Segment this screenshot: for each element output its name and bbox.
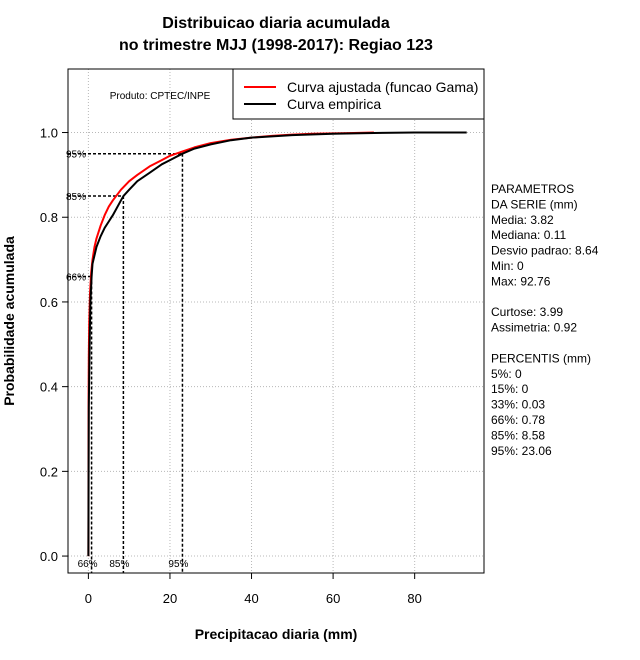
side-panel-line: PERCENTIS (mm) bbox=[491, 351, 591, 365]
side-panel-line: 15%: 0 bbox=[491, 382, 529, 396]
percentile-label-y: 85% bbox=[66, 192, 86, 203]
percentile-label-y: 66% bbox=[66, 273, 86, 284]
side-panel-line: Media: 3.82 bbox=[491, 213, 554, 227]
side-panel-line: 85%: 8.58 bbox=[491, 428, 545, 442]
side-panel-line: Max: 92.76 bbox=[491, 274, 551, 288]
y-tick-label: 0.6 bbox=[40, 295, 58, 310]
series-line-gamma-fit bbox=[87, 131, 374, 557]
x-tick-label: 80 bbox=[407, 591, 421, 606]
side-panel-line: DA SERIE (mm) bbox=[491, 197, 578, 211]
side-panel-line: Assimetria: 0.92 bbox=[491, 321, 577, 335]
percentile-guides: 66% 66% 85% 85% 95% 95% bbox=[66, 150, 189, 573]
percentile-label-x: 85% bbox=[109, 559, 129, 570]
side-panel-line: Mediana: 0.11 bbox=[491, 228, 566, 242]
legend: Curva ajustada (funcao Gama) Curva empir… bbox=[232, 68, 485, 120]
legend-label-empirical: Curva empirica bbox=[287, 96, 381, 112]
product-label: Produto: CPTEC/INPE bbox=[110, 91, 211, 102]
y-tick-label: 0.2 bbox=[40, 464, 58, 479]
legend-label-fit: Curva ajustada (funcao Gama) bbox=[287, 79, 478, 95]
side-panel-line: 33%: 0.03 bbox=[491, 398, 545, 412]
side-panel-line: Curtose: 3.99 bbox=[491, 305, 563, 319]
x-tick-label: 40 bbox=[244, 591, 258, 606]
side-panel-line: 95%: 23.06 bbox=[491, 444, 552, 458]
side-panel-line: Desvio padrao: 8.64 bbox=[491, 244, 599, 258]
x-tick-label: 0 bbox=[85, 591, 92, 606]
series-line-empirical bbox=[87, 131, 467, 557]
y-tick-label: 0.4 bbox=[40, 380, 58, 395]
side-panel-line: Min: 0 bbox=[491, 259, 524, 273]
side-panel-line: PARAMETROS bbox=[491, 182, 574, 196]
side-panel-line: 66%: 0.78 bbox=[491, 413, 545, 427]
y-tick-label: 1.0 bbox=[40, 126, 58, 141]
side-panel-line: 5%: 0 bbox=[491, 367, 522, 381]
chart-title-line2: no trimestre MJJ (1998-2017): Regiao 123 bbox=[119, 37, 433, 54]
series bbox=[87, 131, 467, 557]
x-tick-label: 20 bbox=[163, 591, 177, 606]
chart-title-line1: Distribuicao diaria acumulada bbox=[162, 15, 390, 32]
y-axis-title: Probabilidade acumulada bbox=[1, 236, 17, 406]
grid bbox=[68, 69, 484, 573]
y-tick-label: 0.8 bbox=[40, 210, 58, 225]
axes: 0 20 40 60 80 0.0 0.2 0.4 0.6 0.8 1.0 bbox=[40, 126, 422, 606]
x-tick-label: 60 bbox=[326, 591, 340, 606]
plot-frame bbox=[67, 68, 485, 574]
percentile-label-y: 95% bbox=[66, 150, 86, 161]
y-tick-label: 0.0 bbox=[40, 549, 58, 564]
legend-box bbox=[232, 68, 485, 120]
percentile-label-x: 66% bbox=[78, 559, 98, 570]
x-axis-title: Precipitacao diaria (mm) bbox=[195, 626, 358, 642]
percentile-label-x: 95% bbox=[168, 559, 188, 570]
